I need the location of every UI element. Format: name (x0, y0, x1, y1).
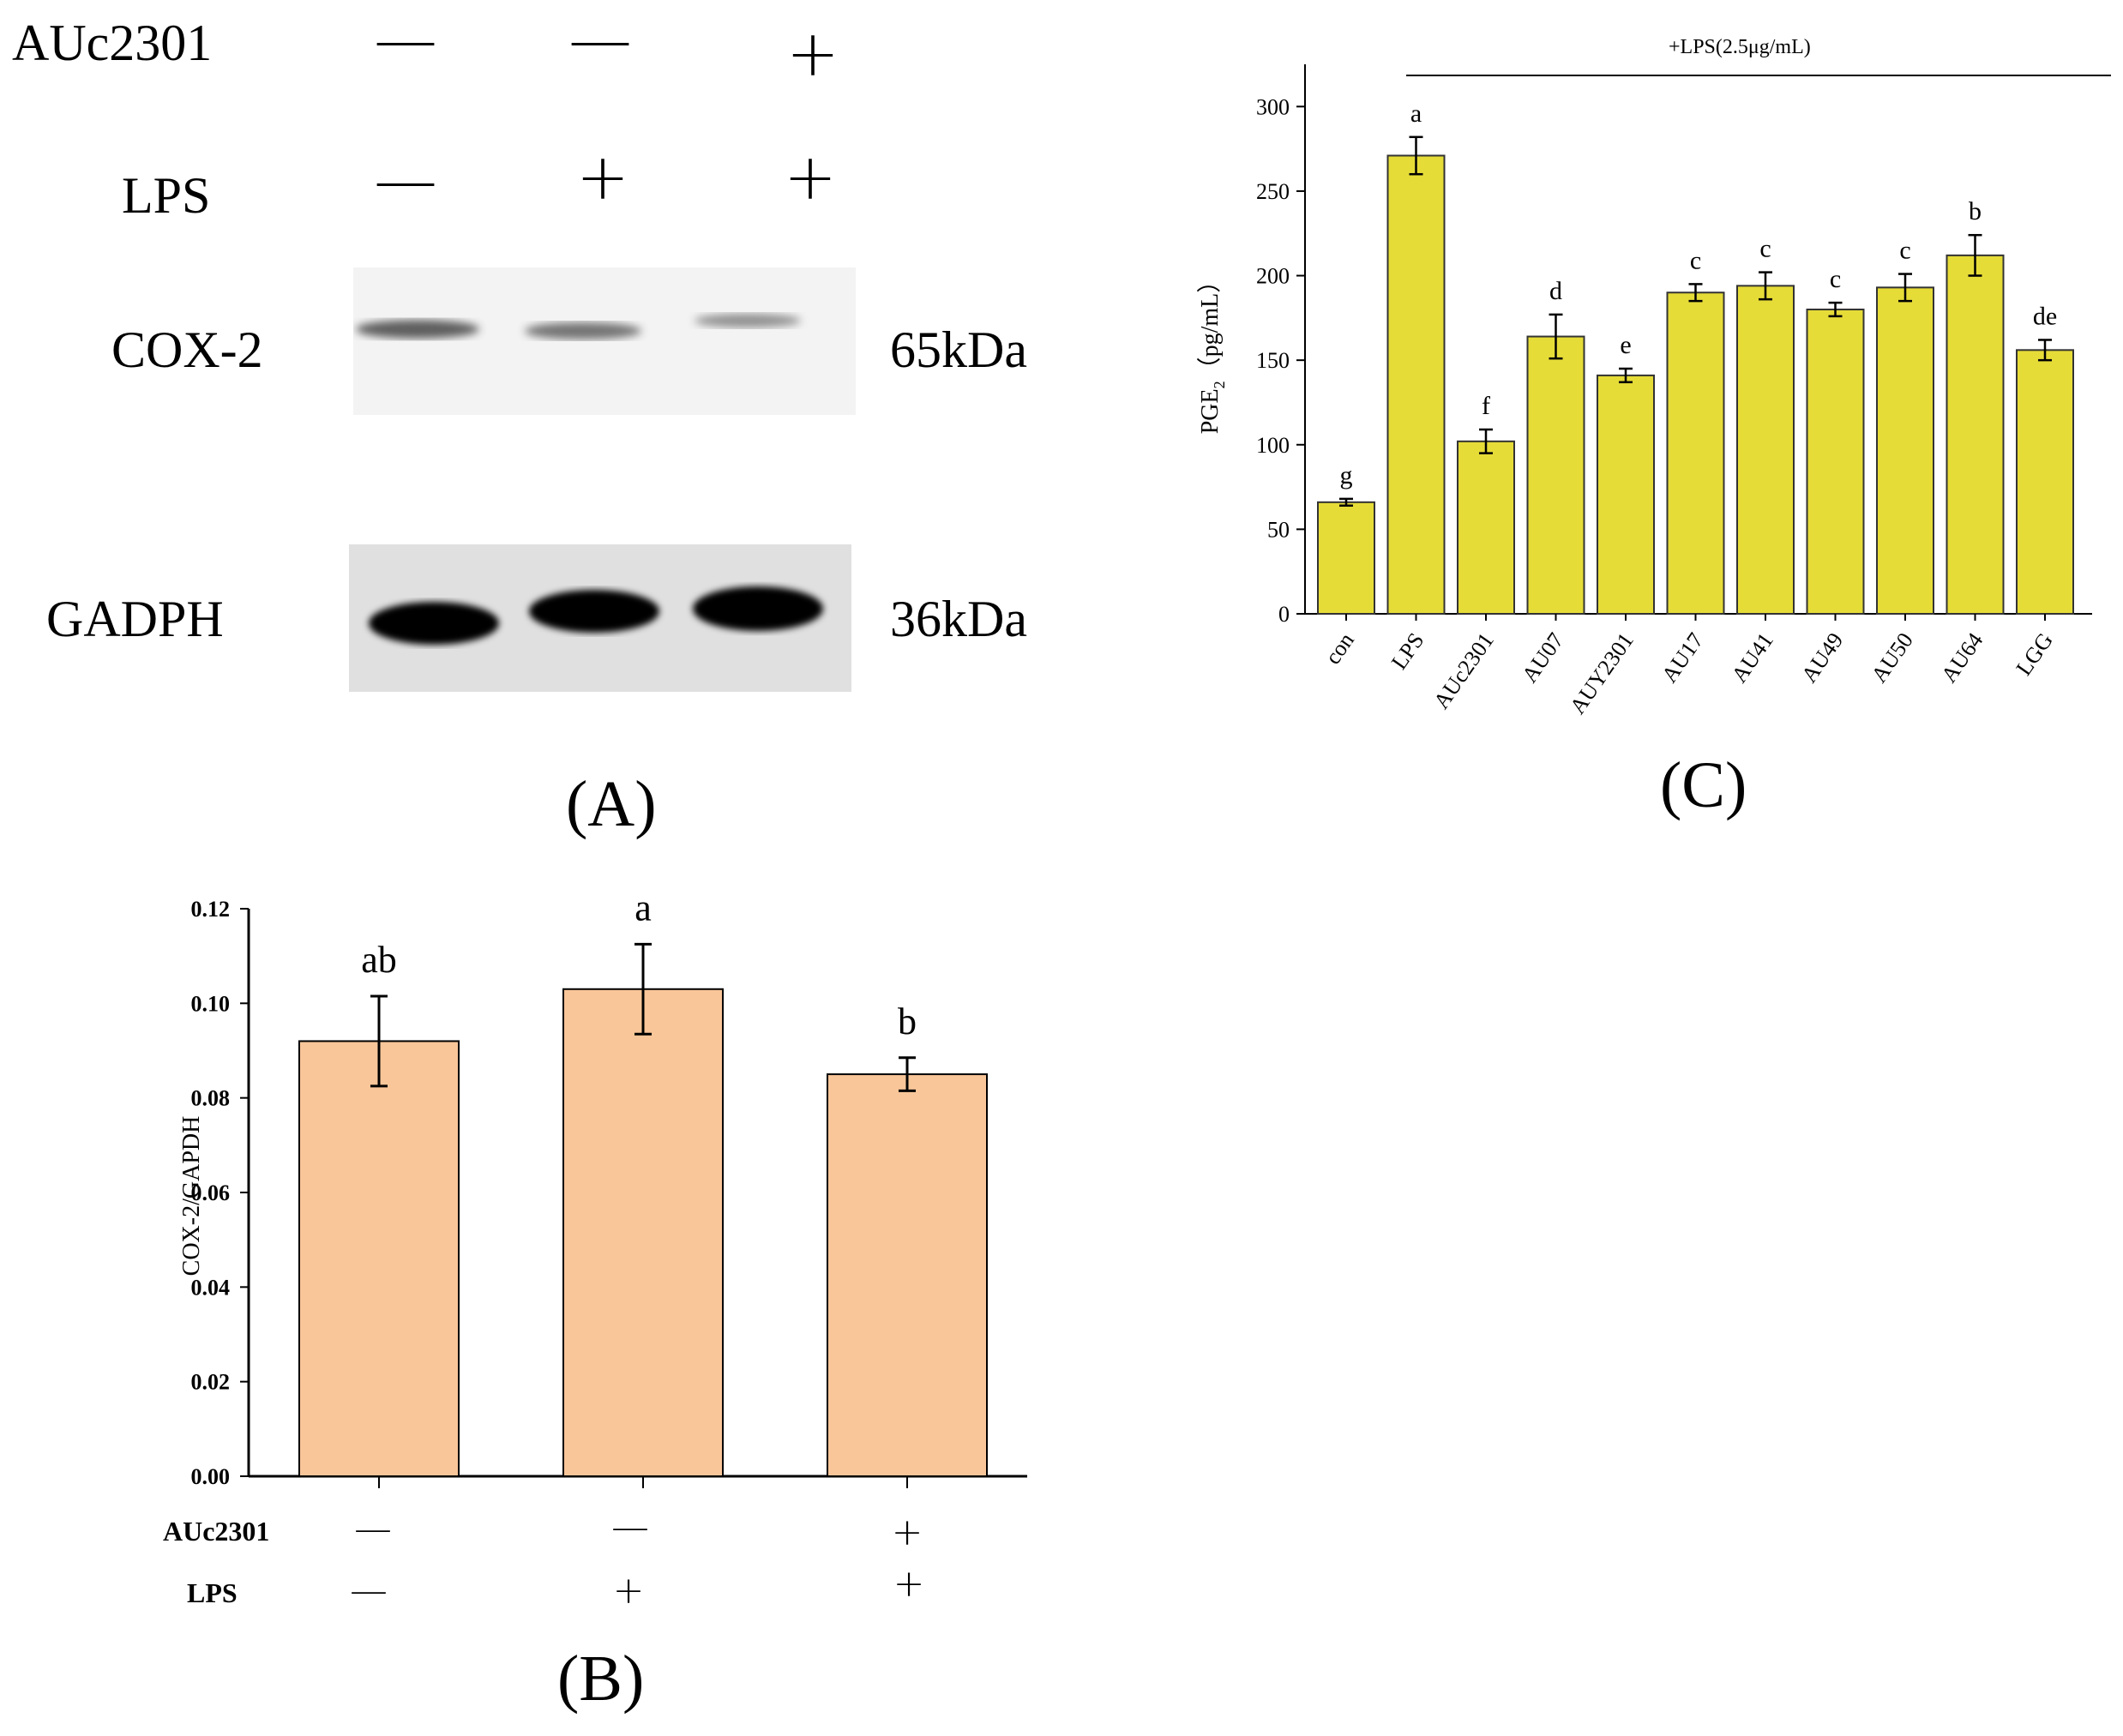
chart-b-sig-letter: ab (361, 939, 397, 981)
chart-b-sig-letter: a (634, 886, 652, 928)
cox2-size-label: 65kDa (890, 321, 1027, 378)
panel-c-label: (C) (1660, 749, 1747, 821)
cox2-blot-label: COX-2 (111, 321, 263, 378)
chart-b-y-tick-label: 0.08 (191, 1086, 231, 1111)
chart-b-y-tick-label: 0.02 (191, 1370, 231, 1395)
auc2301-row-label: AUc2301 (12, 15, 213, 71)
auc2301-sign-lane3: + (785, 17, 840, 91)
panel-b-label: (B) (557, 1643, 645, 1715)
chart-b-y-axis-label: COX-2/GAPDH (178, 1116, 205, 1276)
lps-row-label: LPS (122, 167, 211, 224)
auc2301-sign-lane1: — (374, 3, 437, 77)
chart-b-y-tick-label: 0.04 (191, 1275, 231, 1300)
chart-b-plot: 0.00 0.02 0.04 0.06 0.08 0.10 0.12 COX-2/GAPDH a… (178, 886, 1027, 1489)
chart-b-bar (298, 1040, 460, 1477)
panel-b-auc2301-sign1: — (354, 1507, 392, 1551)
panel-b-auc2301-label: AUc2301 (163, 1516, 270, 1547)
chart-b-y-tick-label: 0.06 (191, 1180, 231, 1205)
lps-sign-lane2: + (575, 141, 630, 214)
panel-c-bracket-label: +LPS(2.5μg/mL) (1669, 36, 1811, 58)
panel-b-lps-sign3: + (893, 1562, 925, 1606)
panel-b-lps-label: LPS (187, 1577, 238, 1608)
chart-b-y-tick-label: 0.12 (191, 897, 231, 922)
chart-b-sig-letter: b (898, 1000, 917, 1042)
lps-sign-lane3: + (783, 141, 838, 214)
cox2-blot-image (353, 267, 856, 415)
chart-b-bar (562, 988, 724, 1477)
chart-b-y-tick-label: 0.00 (191, 1464, 231, 1489)
panel-b-lps-sign2: + (612, 1569, 645, 1613)
chart-b-bar (827, 1073, 988, 1478)
gadph-size-label: 36kDa (890, 591, 1027, 647)
gadph-blot-image (349, 544, 851, 692)
panel-b-auc2301-sign2: — (611, 1505, 649, 1549)
panel-a-label: (A) (566, 768, 657, 840)
panel-b-auc2301-sign3: + (891, 1511, 923, 1554)
auc2301-sign-lane2: — (568, 3, 632, 77)
lps-sign-lane1: — (374, 144, 437, 218)
panel-b-lps-sign1: — (350, 1569, 388, 1613)
chart-b-y-tick-label: 0.10 (191, 991, 231, 1016)
gadph-blot-label: GADPH (46, 591, 224, 647)
